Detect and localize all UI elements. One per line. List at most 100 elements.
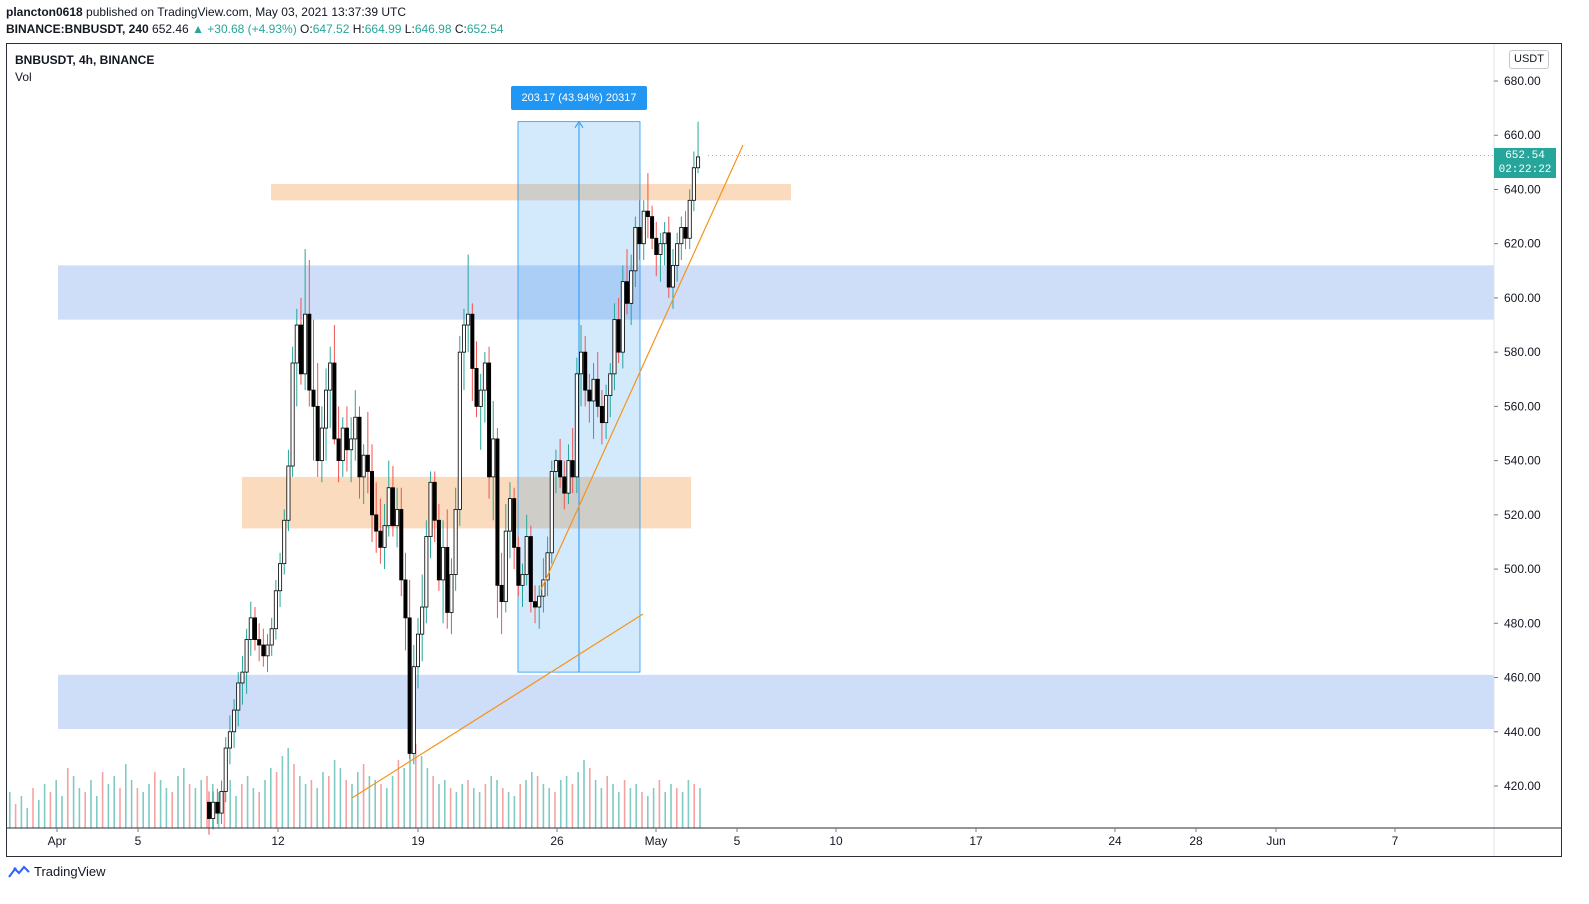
volume-bar — [513, 796, 516, 828]
volume-bar — [194, 788, 197, 828]
symbol-full: BINANCE:BNBUSDT, 240 — [6, 22, 149, 36]
y-tick-label: 460.00 — [1504, 671, 1541, 685]
candle-body — [629, 270, 634, 304]
y-tick-label: 480.00 — [1504, 616, 1541, 630]
candle-body — [428, 481, 433, 537]
candle-body — [399, 509, 404, 581]
candle-body — [361, 454, 366, 478]
volume-bar — [432, 776, 434, 828]
chart-frame[interactable] — [6, 43, 1562, 857]
candle-body — [282, 519, 287, 565]
volume-bar — [264, 780, 266, 828]
volume-bar — [629, 788, 632, 828]
candle-body — [687, 199, 692, 239]
volume-bar — [438, 784, 440, 828]
volume-bar — [304, 784, 307, 828]
volume-bar — [154, 772, 156, 828]
volume-bar — [72, 776, 75, 828]
trendline-lower — [351, 613, 644, 799]
volume-bar — [229, 780, 231, 828]
candle-body — [386, 487, 391, 527]
bar-countdown: 02:22:22 — [1498, 164, 1552, 176]
candle-body — [524, 536, 529, 575]
x-tick-label: 5 — [135, 834, 142, 848]
currency-unit-badge[interactable]: USDT — [1509, 50, 1549, 69]
price-change: ▲ +30.68 (+4.93%) — [192, 22, 297, 36]
volume-bar — [699, 788, 701, 828]
candle-body — [549, 471, 554, 554]
volume-bar — [96, 796, 98, 828]
chart-legend-volume[interactable]: Vol — [15, 70, 32, 84]
candle-body — [240, 671, 245, 684]
h-label: H: — [352, 22, 365, 36]
candle-body — [332, 362, 337, 440]
volume-bar — [565, 776, 568, 828]
publisher-name[interactable]: plancton0618 — [6, 5, 83, 19]
volume-bar — [61, 796, 63, 828]
candle-body — [219, 791, 224, 814]
candle-body — [365, 454, 370, 472]
x-tick-label: 17 — [969, 834, 983, 848]
candle-body — [411, 666, 416, 754]
candle-body — [336, 438, 341, 462]
volume-bar — [165, 788, 168, 828]
volume-bar — [84, 792, 86, 828]
candle-body — [415, 633, 420, 668]
volume-bar — [409, 752, 411, 828]
candle-body — [495, 438, 500, 586]
candle-body — [679, 227, 684, 245]
candle-body — [328, 362, 333, 391]
trendline-upper — [540, 144, 744, 591]
volume-bar — [368, 776, 371, 828]
candle-body — [533, 601, 538, 608]
y-tick-label: 640.00 — [1504, 182, 1541, 196]
candle-body — [215, 801, 220, 814]
candle-body — [374, 514, 379, 532]
candle-body — [599, 405, 604, 424]
candle-body — [579, 351, 584, 375]
x-tick-label: 19 — [411, 834, 425, 848]
volume-bar — [635, 784, 637, 828]
volume-bar — [142, 792, 144, 828]
volume-bar — [415, 744, 417, 828]
volume-bar — [583, 760, 585, 828]
volume-bar — [38, 800, 40, 828]
volume-bar — [554, 792, 556, 828]
tradingview-logo[interactable]: TradingView — [8, 864, 106, 879]
volume-bar — [275, 772, 278, 828]
support-zone — [58, 265, 1494, 320]
volume-bar — [200, 780, 202, 828]
chart-legend-symbol[interactable]: BNBUSDT, 4h, BINANCE — [15, 53, 155, 67]
volume-bar — [246, 776, 249, 828]
candle-body — [257, 639, 262, 646]
volume-bar — [374, 780, 376, 828]
volume-bar — [316, 788, 318, 828]
volume-bar — [612, 784, 614, 828]
volume-bar — [461, 784, 463, 828]
candle-body — [232, 709, 237, 733]
y-tick-label: 600.00 — [1504, 291, 1541, 305]
volume-bar — [293, 764, 295, 828]
volume-bar — [444, 780, 446, 828]
y-tick-label: 440.00 — [1504, 725, 1541, 739]
candle-body — [545, 552, 550, 581]
volume-bar — [258, 792, 260, 828]
candle-body — [370, 471, 375, 516]
candle-body — [675, 243, 680, 266]
candle-body — [445, 546, 450, 613]
candle-body — [595, 378, 600, 407]
candle-body — [696, 156, 701, 169]
candle-body — [236, 682, 241, 711]
volume-bar — [693, 784, 695, 828]
candle-body — [604, 395, 609, 424]
volume-bar — [652, 788, 655, 828]
support-zone — [58, 674, 1494, 730]
last-price: 652.46 — [152, 22, 189, 36]
volume-bar — [188, 784, 191, 828]
volume-bar — [577, 772, 579, 828]
last-price-tag: 652.54 02:22:22 — [1494, 148, 1556, 178]
candle-body — [461, 324, 466, 353]
volume-bar — [281, 756, 284, 828]
candle-body — [340, 427, 345, 462]
